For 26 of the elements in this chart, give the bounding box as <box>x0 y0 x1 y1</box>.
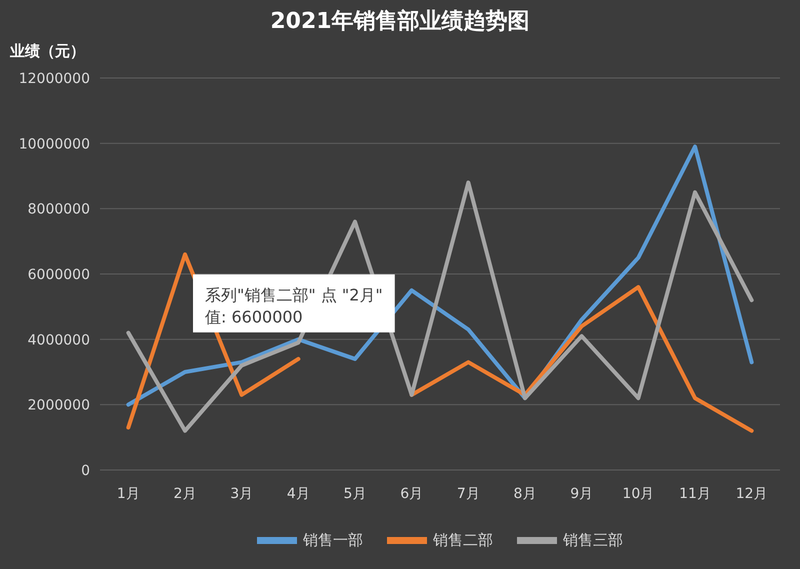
y-tick-label: 4000000 <box>28 332 90 348</box>
legend-label: 销售三部 <box>562 531 623 549</box>
x-tick-label: 5月 <box>344 486 366 502</box>
x-tick-label: 9月 <box>570 486 594 502</box>
y-tick-label: 8000000 <box>28 202 90 218</box>
line-series <box>126 180 754 433</box>
x-tick-label: 4月 <box>286 486 310 502</box>
x-tick-label: 2月 <box>174 486 196 502</box>
y-tick-label: 6000000 <box>28 267 90 283</box>
y-axis-title: 业绩（元） <box>9 42 85 60</box>
legend-label: 销售二部 <box>432 531 493 549</box>
x-tick-label: 6月 <box>400 486 424 502</box>
y-tick-label: 10000000 <box>18 136 90 152</box>
y-tick-label: 2000000 <box>28 398 90 414</box>
chart-title: 2021年销售部业绩趋势图 <box>270 8 530 34</box>
annotation: 系列"销售二部" 点 "2月" 值: 6600000 <box>205 285 383 326</box>
x-tick-label: 8月 <box>514 486 536 502</box>
x-tick-label: 1月 <box>116 486 140 502</box>
x-tick-label: 7月 <box>456 486 480 502</box>
y-tick-label: 0 <box>81 463 90 479</box>
x-tick-label: 12月 <box>736 486 768 502</box>
x-tick-label: 3月 <box>230 486 254 502</box>
legend-label: 销售一部 <box>302 531 363 549</box>
x-tick-label: 11月 <box>679 486 711 502</box>
y-tick-label: 12000000 <box>18 71 90 87</box>
x-tick-label: 10月 <box>622 486 654 502</box>
